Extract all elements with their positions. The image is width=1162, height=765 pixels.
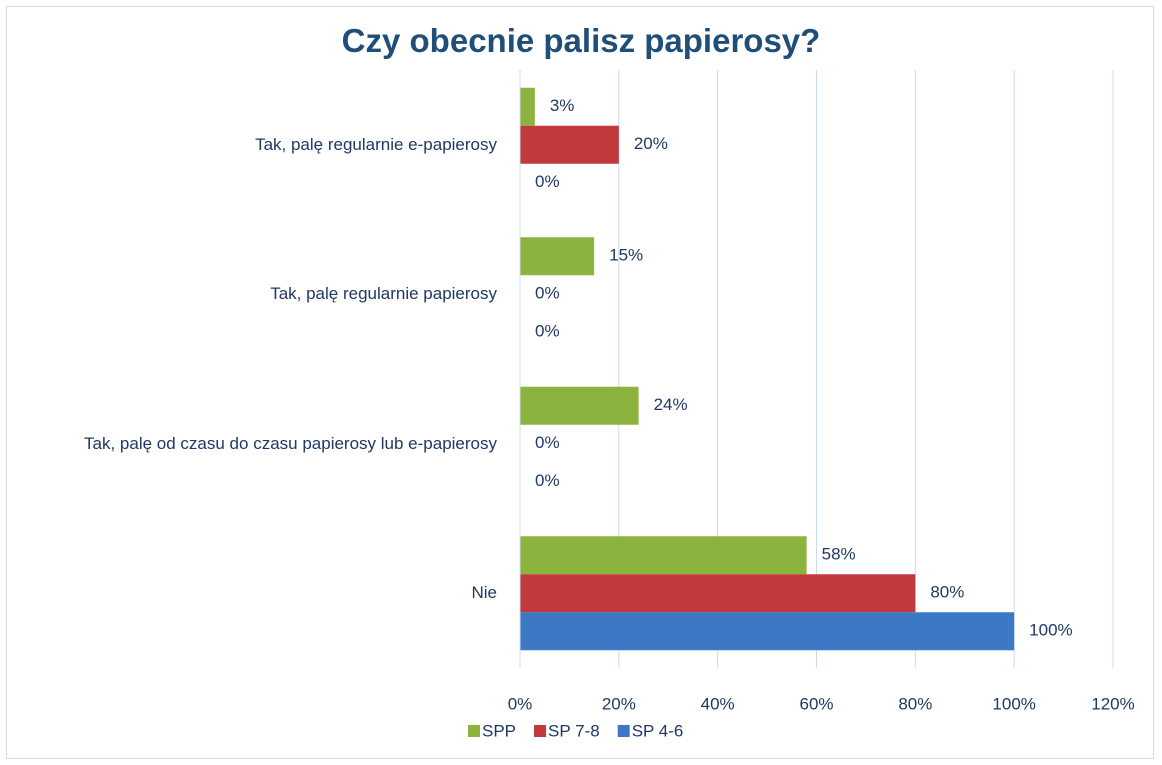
data-label: 0% bbox=[535, 284, 560, 303]
legend-swatch bbox=[468, 725, 480, 737]
x-tick-label: 40% bbox=[701, 694, 735, 713]
data-label: 58% bbox=[822, 545, 856, 564]
x-tick-label: 0% bbox=[508, 694, 533, 713]
bar bbox=[520, 612, 1015, 651]
x-tick-label: 20% bbox=[602, 694, 636, 713]
data-label: 3% bbox=[550, 96, 575, 115]
data-label: 100% bbox=[1029, 621, 1072, 640]
x-tick-label: 100% bbox=[992, 694, 1035, 713]
data-label: 24% bbox=[654, 395, 688, 414]
chart-border bbox=[6, 6, 1154, 759]
x-tick-label: 80% bbox=[898, 694, 932, 713]
y-tick-label: Tak, palę regularnie e-papierosy bbox=[255, 134, 497, 154]
y-tick-label: Tak, palę regularnie papierosy bbox=[270, 284, 497, 304]
bar bbox=[520, 237, 595, 276]
data-label: 20% bbox=[634, 134, 668, 153]
bar bbox=[520, 386, 639, 425]
data-label: 80% bbox=[930, 583, 964, 602]
bar bbox=[520, 536, 807, 575]
legend-swatch bbox=[617, 725, 630, 737]
data-label: 15% bbox=[609, 246, 643, 265]
x-tick-label: 60% bbox=[799, 694, 833, 713]
bar bbox=[520, 574, 916, 613]
legend-swatch bbox=[534, 725, 547, 737]
data-label: 0% bbox=[535, 322, 560, 341]
legend-label: SP 4-6 bbox=[632, 721, 684, 740]
bar bbox=[520, 87, 535, 126]
y-tick-label: Nie bbox=[471, 583, 497, 603]
data-label: 0% bbox=[535, 433, 560, 452]
y-tick-label: Tak, palę od czasu do czasu papierosy lu… bbox=[84, 433, 497, 453]
data-label: 0% bbox=[535, 172, 560, 191]
x-tick-label: 120% bbox=[1091, 694, 1134, 713]
legend-label: SP 7-8 bbox=[548, 721, 600, 740]
legend-label: SPP bbox=[482, 721, 516, 740]
bar bbox=[520, 125, 619, 164]
data-label: 0% bbox=[535, 471, 560, 490]
chart-title: Czy obecnie palisz papierosy? bbox=[341, 22, 821, 59]
